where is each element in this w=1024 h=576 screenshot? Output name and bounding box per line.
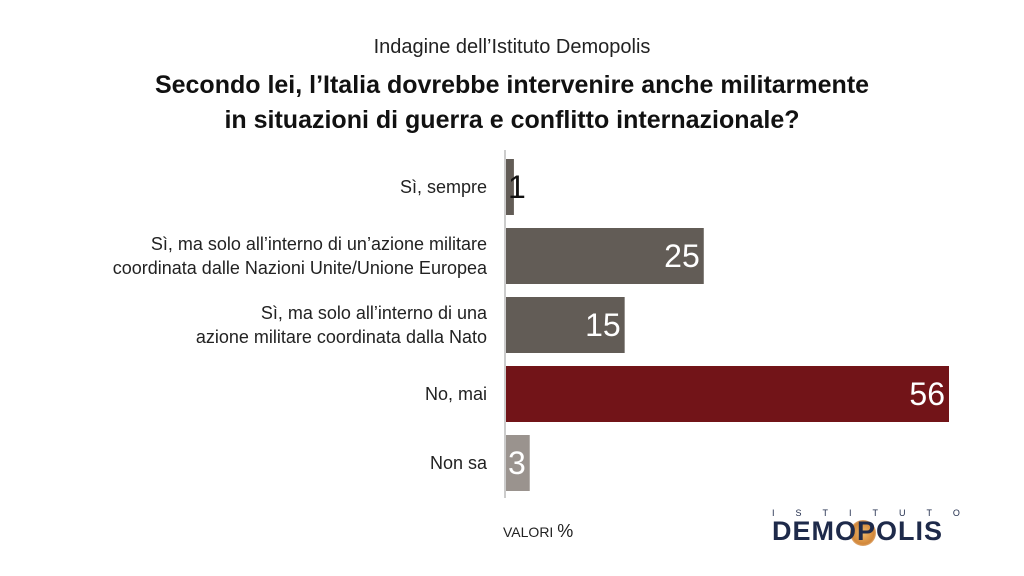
chart-title-line-2: in situazioni di guerra e conflitto inte… bbox=[224, 106, 800, 134]
value-label-3: 56 bbox=[909, 376, 945, 412]
unit-label: VALORI bbox=[503, 524, 554, 540]
unit-caption: VALORI % bbox=[503, 521, 573, 542]
chart-title-line-1: Secondo lei, l’Italia dovrebbe interveni… bbox=[154, 71, 870, 99]
logo-dot-icon bbox=[850, 520, 876, 546]
category-label-2-line-1: azione militare coordinata dalla Nato bbox=[195, 327, 487, 347]
unit-symbol: % bbox=[557, 521, 574, 541]
logo-main-text: DEMOPOLIS bbox=[772, 516, 944, 546]
logo-top-text: ISTITUTO bbox=[772, 508, 981, 518]
chart-subtitle: Indagine dell’Istituto Demopolis bbox=[373, 36, 651, 58]
category-label-3-line-0: No, mai bbox=[424, 384, 487, 404]
value-label-4: 3 bbox=[508, 445, 526, 481]
bar-2 bbox=[506, 297, 625, 353]
category-label-2: Sì, ma solo all’interno di una azione mil… bbox=[196, 301, 487, 349]
chart-title: Secondo lei, l’Italia dovrebbe interveni… bbox=[0, 68, 1024, 138]
category-label-0: Sì, sempre bbox=[400, 175, 487, 199]
value-label-2: 15 bbox=[585, 307, 621, 343]
bar-1 bbox=[506, 228, 704, 284]
category-label-0-line-0: Sì, sempre bbox=[399, 177, 487, 197]
category-label-3: No, mai bbox=[425, 382, 487, 406]
bar-0 bbox=[506, 159, 514, 215]
value-label-0: 1 bbox=[508, 169, 526, 205]
bar-3 bbox=[506, 366, 949, 422]
category-label-4-line-0: Non sa bbox=[429, 453, 487, 473]
category-label-4: Non sa bbox=[430, 451, 487, 475]
value-label-1: 25 bbox=[664, 238, 700, 274]
category-label-1-line-0: Sì, ma solo all’interno di un’azione mil… bbox=[150, 234, 487, 254]
category-label-1-line-1: coordinata dalle Nazioni Unite/Unione Eu… bbox=[112, 258, 487, 278]
demopolis-logo: ISTITUTO DEMOPOLIS bbox=[772, 508, 982, 546]
category-label-2-line-0: Sì, ma solo all’interno di una bbox=[260, 303, 487, 323]
bar-4 bbox=[506, 435, 530, 491]
category-label-1: Sì, ma solo all’interno di un’azione mil… bbox=[113, 232, 487, 280]
